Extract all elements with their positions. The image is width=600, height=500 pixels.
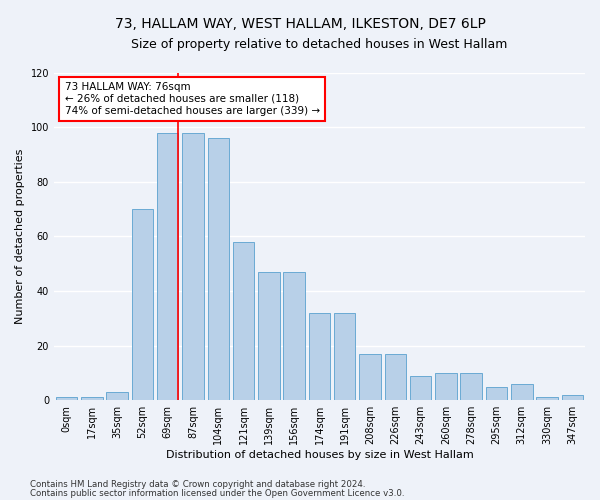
Bar bbox=[511, 384, 533, 400]
Bar bbox=[460, 373, 482, 400]
Y-axis label: Number of detached properties: Number of detached properties bbox=[15, 148, 25, 324]
Bar bbox=[385, 354, 406, 400]
Bar bbox=[486, 386, 507, 400]
Bar bbox=[309, 313, 330, 400]
Bar bbox=[81, 398, 103, 400]
Bar bbox=[283, 272, 305, 400]
Bar bbox=[182, 132, 204, 400]
Text: Contains HM Land Registry data © Crown copyright and database right 2024.: Contains HM Land Registry data © Crown c… bbox=[30, 480, 365, 489]
Bar bbox=[233, 242, 254, 400]
Bar bbox=[359, 354, 381, 400]
Bar bbox=[410, 376, 431, 400]
Text: Contains public sector information licensed under the Open Government Licence v3: Contains public sector information licen… bbox=[30, 489, 404, 498]
Text: 73 HALLAM WAY: 76sqm
← 26% of detached houses are smaller (118)
74% of semi-deta: 73 HALLAM WAY: 76sqm ← 26% of detached h… bbox=[65, 82, 320, 116]
Bar bbox=[562, 394, 583, 400]
X-axis label: Distribution of detached houses by size in West Hallam: Distribution of detached houses by size … bbox=[166, 450, 473, 460]
Bar bbox=[258, 272, 280, 400]
Bar bbox=[56, 398, 77, 400]
Bar bbox=[208, 138, 229, 400]
Bar bbox=[131, 209, 153, 400]
Bar bbox=[536, 398, 558, 400]
Bar bbox=[435, 373, 457, 400]
Bar bbox=[334, 313, 355, 400]
Bar bbox=[106, 392, 128, 400]
Text: 73, HALLAM WAY, WEST HALLAM, ILKESTON, DE7 6LP: 73, HALLAM WAY, WEST HALLAM, ILKESTON, D… bbox=[115, 18, 485, 32]
Bar bbox=[157, 132, 178, 400]
Title: Size of property relative to detached houses in West Hallam: Size of property relative to detached ho… bbox=[131, 38, 508, 51]
